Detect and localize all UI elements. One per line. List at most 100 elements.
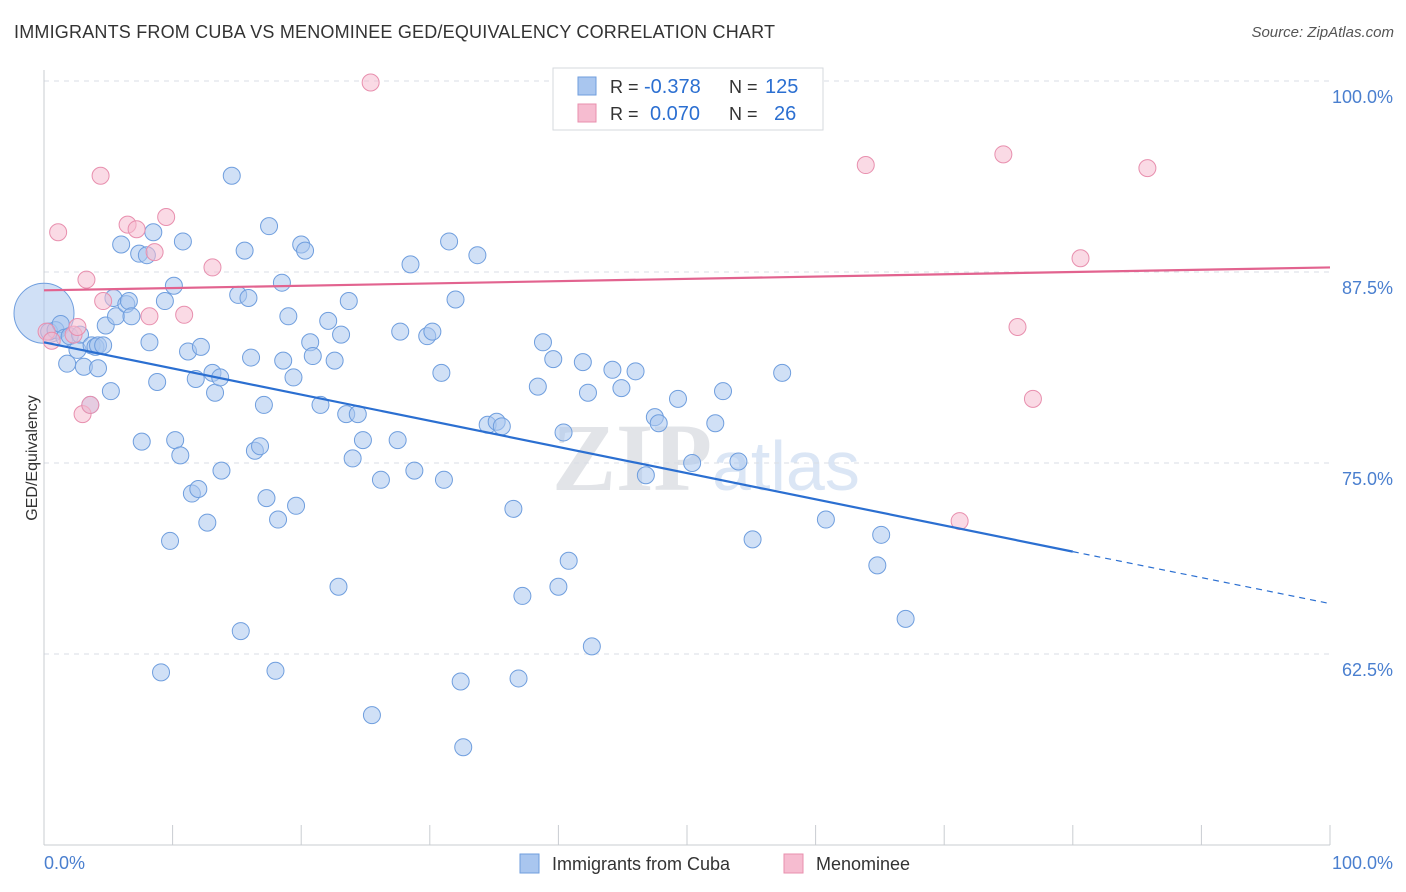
data-point-cuba [266, 661, 285, 680]
data-point-cuba [371, 470, 390, 489]
data-point-cuba [155, 292, 174, 311]
data-point-cuba [729, 452, 748, 471]
legend-r-value-2: 0.070 [650, 103, 700, 125]
data-point-cuba [119, 292, 138, 311]
data-point-cuba [649, 414, 668, 433]
data-point-cuba [896, 609, 915, 628]
data-point-menominee [127, 220, 146, 239]
data-point-cuba [554, 423, 573, 442]
data-point-cuba [388, 431, 407, 450]
data-point-cuba [152, 663, 171, 682]
data-point-cuba [391, 322, 410, 341]
data-point-menominee [175, 305, 194, 324]
chart-title: IMMIGRANTS FROM CUBA VS MENOMINEE GED/EQ… [14, 22, 776, 42]
legend-r-value-1: -0.378 [644, 76, 701, 98]
data-point-cuba [206, 383, 225, 402]
data-point-cuba [773, 363, 792, 382]
data-point-menominee [49, 223, 68, 242]
data-point-cuba [706, 414, 725, 433]
x-tick-label: 100.0% [1332, 853, 1393, 873]
data-point-cuba [423, 322, 442, 341]
tick-labels: 62.5% 75.0% 87.5% 100.0% 0.0% 100.0% [44, 87, 1393, 873]
data-point-menominee [157, 207, 176, 226]
data-point-cuba [144, 223, 163, 242]
data-point-cuba [296, 241, 315, 260]
data-point-cuba [94, 336, 113, 355]
data-point-cuba [533, 333, 552, 352]
data-point-cuba [528, 377, 547, 396]
data-point-cuba [319, 311, 338, 330]
data-point-cuba [303, 347, 322, 366]
data-point-cuba [636, 466, 655, 485]
y-tick-label: 75.0% [1342, 469, 1393, 489]
y-tick-label: 62.5% [1342, 660, 1393, 680]
data-point-cuba [504, 499, 523, 518]
data-point-menominee [77, 270, 96, 289]
data-point-menominee [91, 166, 110, 185]
data-point-cuba [339, 292, 358, 311]
grid-lines [44, 80, 1330, 655]
data-point-cuba [626, 362, 645, 381]
data-point-menominee [68, 318, 87, 337]
data-point-cuba [446, 290, 465, 309]
data-point-cuba [401, 255, 420, 274]
correlation-legend: R = -0.378 N = 125 R = 0.070 N = 26 [552, 67, 824, 131]
data-point-cuba [573, 353, 592, 372]
data-point-cuba [239, 288, 258, 307]
data-point-cuba [260, 217, 279, 236]
data-point-cuba [284, 368, 303, 387]
legend-r-label-2: R = [610, 104, 639, 124]
y-axis-label: GED/Equivalency [24, 395, 41, 520]
series-legend: Immigrants from Cuba Menominee [519, 853, 910, 874]
data-point-cuba [222, 166, 241, 185]
data-point-cuba [544, 350, 563, 369]
data-point-cuba [714, 382, 733, 401]
data-point-cuba [171, 446, 190, 465]
data-point-cuba [198, 513, 217, 532]
data-point-cuba [440, 232, 459, 251]
legend-box [552, 67, 824, 131]
data-point-cuba [287, 496, 306, 515]
data-point-cuba [89, 359, 108, 378]
data-point-cuba [434, 470, 453, 489]
data-point-menominee [145, 243, 164, 262]
data-point-cuba [343, 449, 362, 468]
y-tick-label: 100.0% [1332, 87, 1393, 107]
data-point-cuba [251, 437, 270, 456]
bottom-legend-label-blue: Immigrants from Cuba [552, 854, 731, 874]
data-point-menominee [1008, 318, 1027, 337]
bottom-legend-swatch-blue [519, 853, 540, 874]
legend-swatch-pink [577, 103, 597, 123]
data-point-cuba [816, 510, 835, 529]
bottom-legend-swatch-pink [783, 853, 804, 874]
data-point-cuba [254, 395, 273, 414]
y-tick-label: 87.5% [1342, 278, 1393, 298]
data-point-menominee [42, 331, 61, 350]
data-point-cuba [272, 273, 291, 292]
trend-lines [43, 266, 1331, 605]
data-point-cuba [432, 363, 451, 382]
data-point-cuba [353, 431, 372, 450]
data-point-menominee [81, 395, 100, 414]
data-point-cuba [112, 235, 131, 254]
data-point-cuba [872, 525, 891, 544]
data-point-cuba [868, 556, 887, 575]
data-point-cuba [166, 431, 185, 450]
data-point-cuba [257, 489, 276, 508]
data-point-cuba [140, 333, 159, 352]
data-point-cuba [454, 738, 473, 757]
data-point-cuba [269, 510, 288, 529]
data-point-cuba [509, 669, 528, 688]
data-point-cuba [468, 246, 487, 265]
legend-n-value-2: 26 [774, 103, 796, 125]
legend-r-label-1: R = [610, 77, 639, 97]
data-point-cuba [451, 672, 470, 691]
data-point-cuba [191, 337, 210, 356]
data-point-cuba [743, 530, 762, 549]
data-point-cuba [189, 479, 208, 498]
data-point-cuba [559, 551, 578, 570]
data-point-cuba [332, 325, 351, 344]
data-point-cuba [668, 389, 687, 408]
watermark: ZIP atlas [552, 404, 860, 511]
